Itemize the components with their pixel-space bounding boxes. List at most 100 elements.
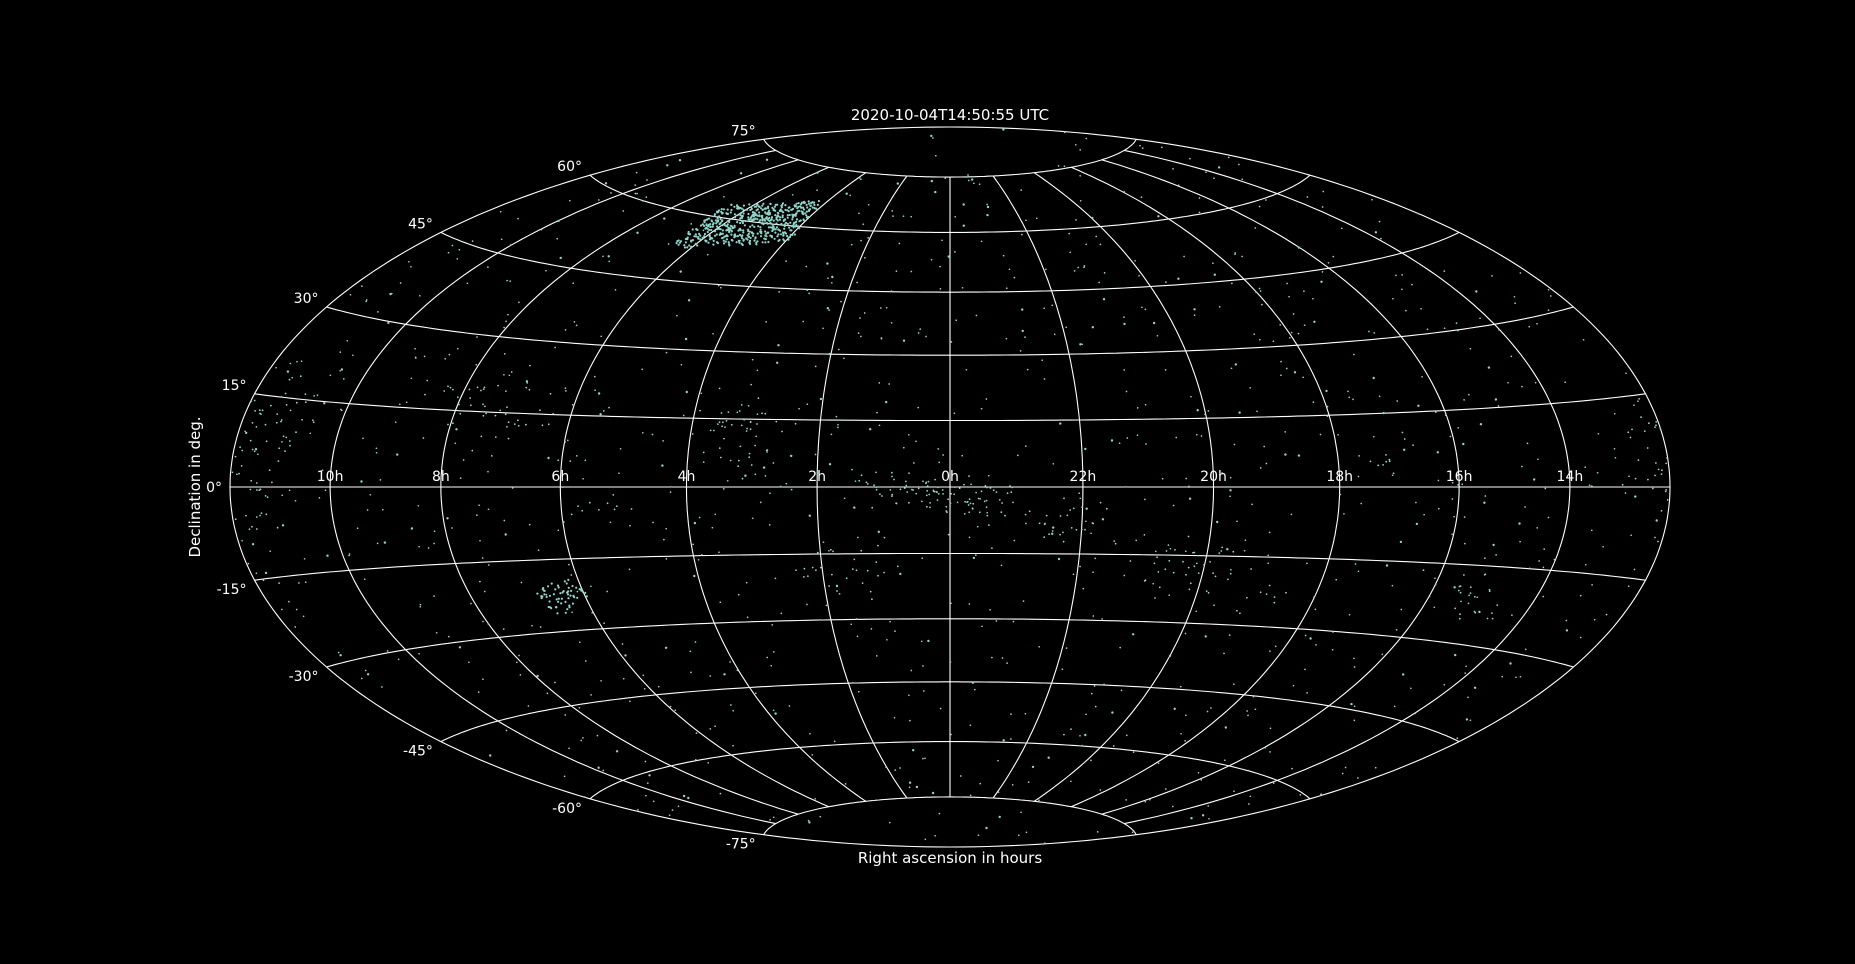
star-point (1041, 359, 1044, 362)
star-point (783, 239, 786, 242)
star-point (750, 219, 754, 222)
star-point (778, 238, 781, 242)
star-point (1232, 550, 1235, 553)
star-point (1105, 507, 1108, 510)
star-point (902, 339, 906, 342)
star-point (1521, 385, 1523, 388)
star-point (761, 218, 764, 221)
star-point (784, 221, 788, 224)
star-point (1112, 745, 1115, 747)
star-point (1226, 548, 1229, 551)
star-point (418, 294, 421, 297)
star-point (518, 654, 520, 657)
star-point (785, 482, 788, 485)
star-point (967, 174, 969, 176)
star-point (742, 229, 745, 232)
star-point (755, 435, 758, 438)
star-point (761, 241, 764, 244)
star-point (1460, 600, 1462, 603)
star-point (1340, 227, 1343, 230)
star-point (905, 480, 907, 483)
star-point (1062, 531, 1064, 534)
star-point (1462, 442, 1465, 446)
star-point (1267, 554, 1270, 557)
star-point (795, 569, 797, 571)
star-point (1172, 571, 1175, 574)
star-point (938, 461, 941, 464)
star-point (1537, 458, 1539, 461)
star-point (1184, 740, 1186, 742)
star-point (705, 223, 708, 226)
star-point (686, 246, 689, 249)
star-point (543, 589, 546, 593)
star-point (760, 230, 763, 233)
star-point (1279, 324, 1282, 326)
star-point (767, 240, 770, 244)
star-point (749, 236, 752, 239)
star-point (517, 419, 519, 422)
star-point (986, 511, 989, 514)
star-point (745, 237, 748, 240)
star-point (1451, 533, 1453, 536)
star-point (1331, 648, 1334, 651)
star-point (646, 782, 649, 784)
star-point (967, 504, 970, 506)
star-point (251, 422, 254, 424)
star-point (873, 484, 875, 487)
star-point (1092, 571, 1094, 574)
star-point (1640, 416, 1642, 419)
star-point (886, 638, 888, 641)
star-point (736, 214, 739, 217)
star-point (1484, 495, 1487, 497)
star-point (1457, 426, 1460, 429)
star-point (964, 500, 966, 503)
star-point (1630, 534, 1633, 537)
star-point (1436, 451, 1440, 454)
star-point (1125, 799, 1128, 801)
star-point (756, 423, 758, 425)
star-point (456, 258, 459, 260)
star-point (1488, 590, 1491, 593)
star-point (1449, 435, 1452, 438)
star-point (776, 215, 779, 218)
star-point (706, 253, 709, 256)
star-point (259, 412, 261, 415)
star-point (773, 205, 777, 208)
star-point (1437, 479, 1440, 482)
star-point (1251, 503, 1253, 506)
star-point (756, 369, 759, 372)
star-point (504, 533, 507, 536)
star-point (565, 582, 568, 585)
star-point (276, 413, 279, 415)
star-point (1161, 146, 1163, 149)
star-point (1392, 297, 1394, 300)
star-point (778, 209, 782, 212)
star-point (956, 501, 959, 504)
star-point (1052, 526, 1055, 529)
star-point (997, 791, 1000, 794)
star-point (1524, 648, 1527, 651)
star-point (1290, 513, 1293, 516)
star-point (576, 596, 579, 599)
star-point (733, 236, 736, 239)
star-point (1526, 442, 1529, 445)
star-point (1536, 527, 1539, 529)
star-point (1269, 727, 1272, 730)
star-point (942, 493, 944, 495)
star-point (1069, 509, 1072, 511)
star-point (1401, 274, 1403, 276)
star-point (1304, 634, 1307, 637)
star-point (811, 566, 814, 569)
star-point (1288, 336, 1291, 339)
star-point (713, 234, 717, 237)
star-point (800, 210, 803, 213)
star-point (260, 512, 263, 514)
star-point (860, 335, 862, 338)
star-point (1496, 604, 1499, 606)
star-point (1565, 619, 1568, 622)
star-point (737, 465, 740, 468)
star-point (1004, 514, 1006, 517)
star-point (459, 477, 462, 479)
star-point (732, 744, 734, 747)
star-point (266, 496, 269, 499)
